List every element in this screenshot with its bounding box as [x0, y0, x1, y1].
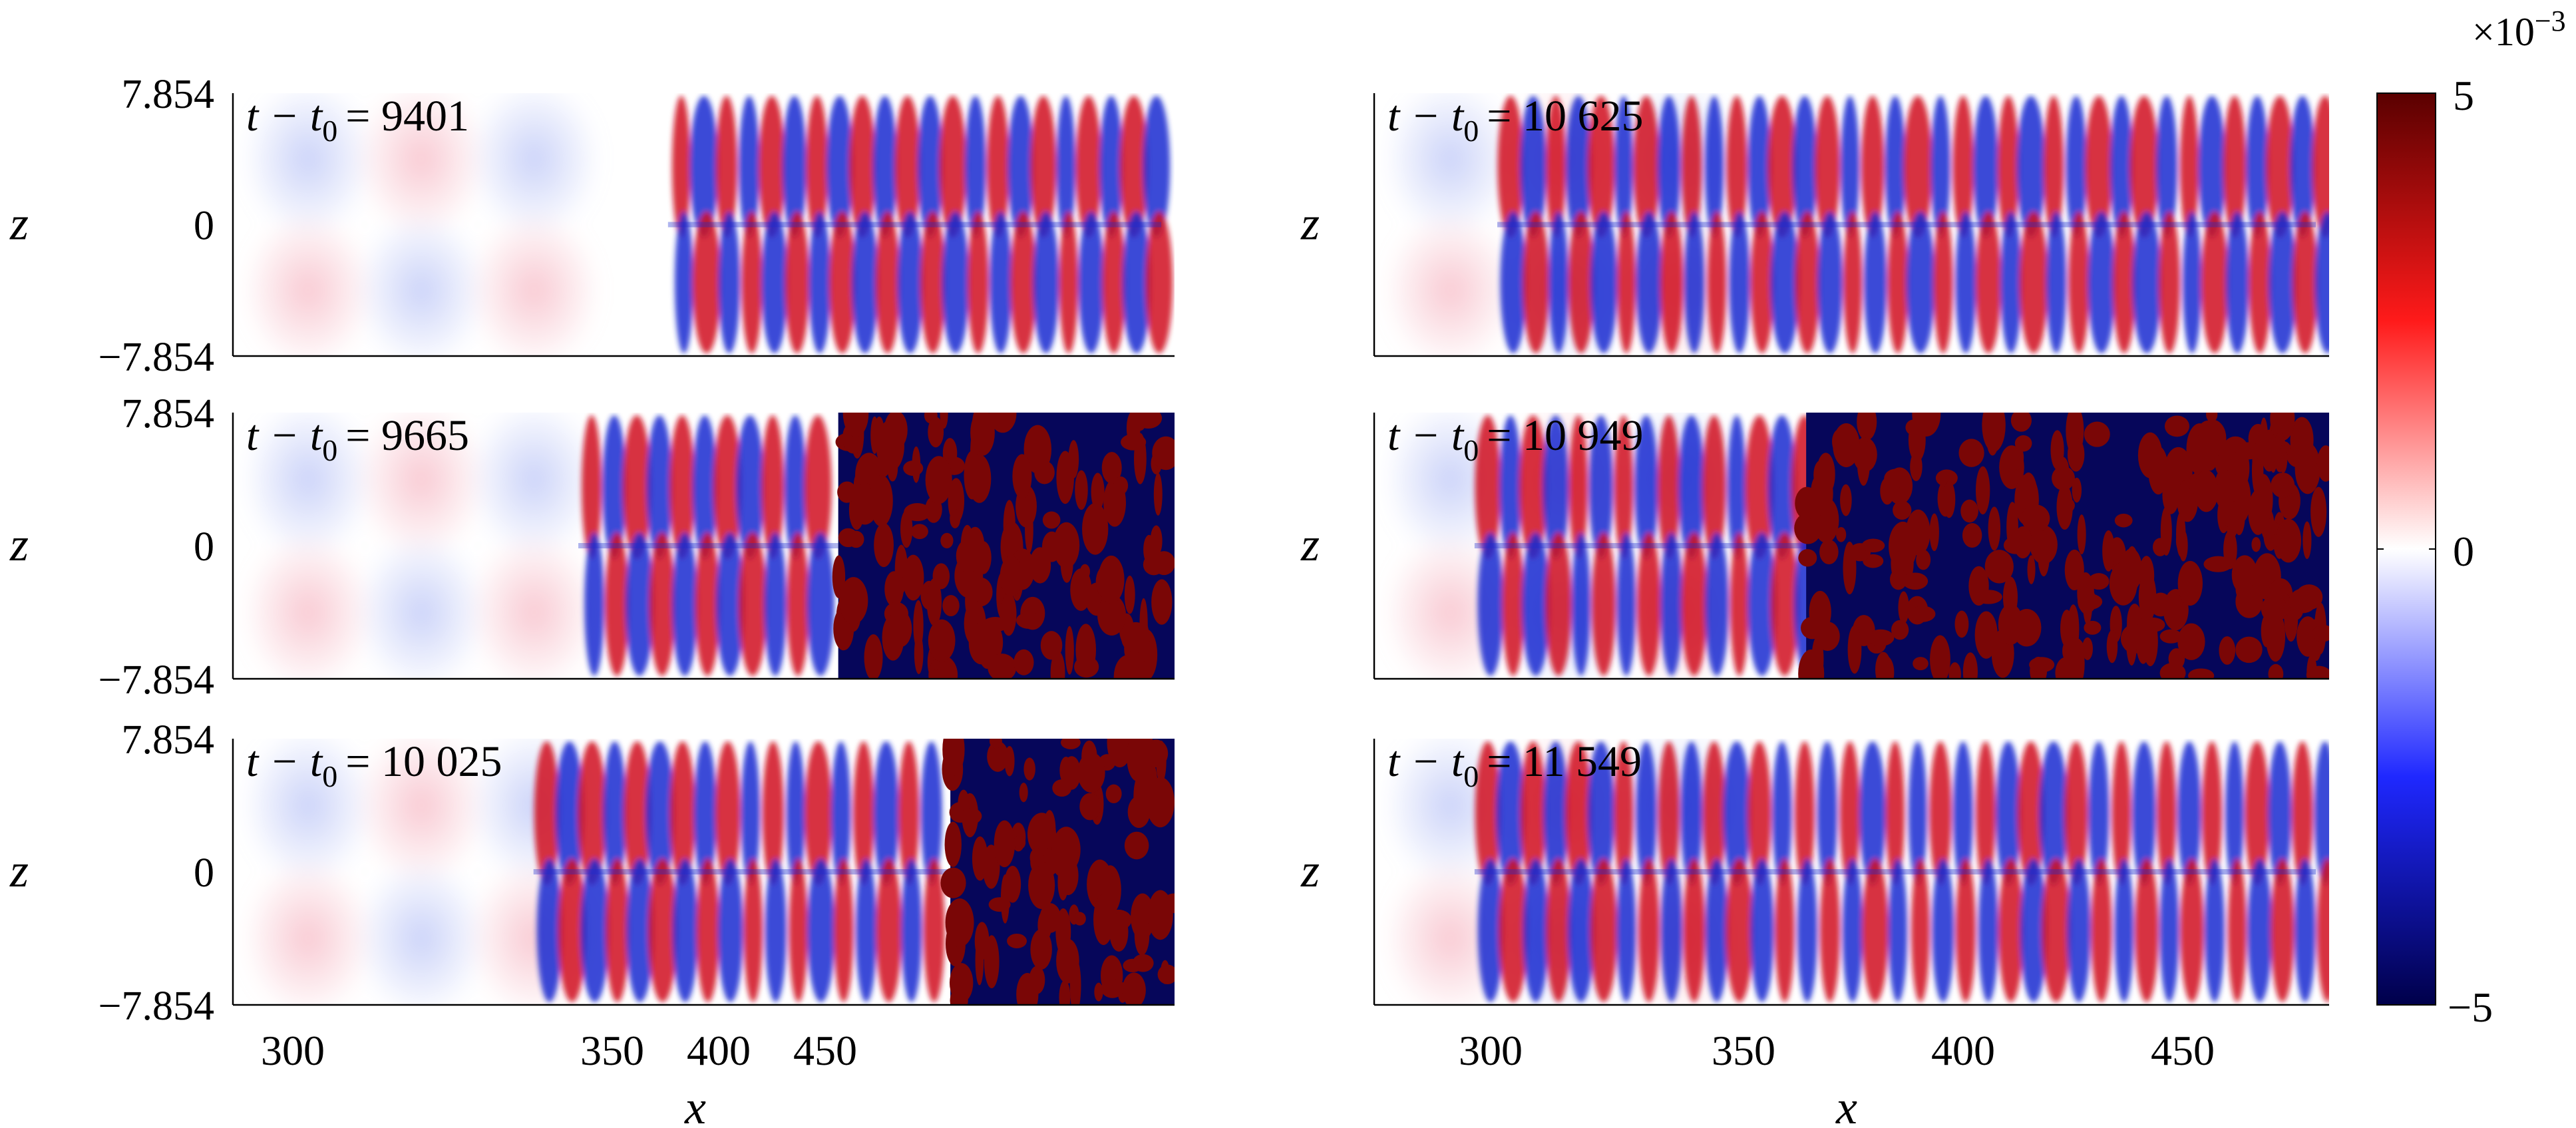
- y-axis-label: z: [9, 518, 29, 571]
- time-annotation: t − t0 = 9665: [246, 411, 469, 467]
- colorbar-gradient: [2376, 93, 2436, 1006]
- y-tick-label: 7.854: [122, 391, 215, 437]
- x-axis-label: x: [684, 1081, 706, 1128]
- x-tick-label: 350: [580, 1027, 644, 1074]
- y-tick-label: −7.854: [98, 335, 214, 380]
- heatmap-panel: z t − t0 = 10 625: [1300, 92, 2329, 357]
- x-axis-right: 300 350 400 450 x: [1459, 1027, 2215, 1128]
- colorbar: 5 0 −5 ×10−3: [2376, 5, 2566, 1031]
- time-annotation: t − t0 = 10 025: [246, 737, 502, 793]
- x-tick-label: 300: [1459, 1027, 1523, 1074]
- time-annotation: t − t0 = 10 625: [1387, 92, 1643, 148]
- colorbar-tick-label: 0: [2453, 528, 2474, 575]
- y-tick-label: 0: [194, 850, 214, 896]
- x-tick-label: 350: [1712, 1027, 1775, 1074]
- colorbar-tick-label: −5: [2448, 984, 2493, 1031]
- y-tick-label: −7.854: [98, 984, 214, 1029]
- x-axis-left: 300 350 400 450 x: [261, 1027, 857, 1128]
- heatmap-panel: z t − t0 = 11 549: [1300, 737, 2329, 1006]
- x-axis-label: x: [1835, 1081, 1857, 1128]
- heatmap-panel: z t − t0 = 10 949: [1300, 411, 2329, 680]
- y-axis-label: z: [9, 844, 29, 897]
- heatmap-panel: 7.854 0 −7.854 z t − t0 = 9665: [9, 391, 1175, 703]
- x-tick-label: 400: [687, 1027, 751, 1074]
- x-tick-label: 300: [261, 1027, 325, 1074]
- time-annotation: t − t0 = 10 949: [1387, 411, 1643, 467]
- y-tick-label: 0: [194, 524, 214, 570]
- y-tick-label: 0: [194, 204, 214, 249]
- panels-layer: 7.854 0 −7.854 z t − t0 = 9401 7.854 0 −7.854 z t …: [9, 72, 2329, 1029]
- x-tick-label: 450: [793, 1027, 857, 1074]
- y-axis-label: z: [1300, 518, 1320, 571]
- colorbar-tick-label: 5: [2453, 72, 2474, 119]
- heatmap-panel: 7.854 0 −7.854 z t − t0 = 9401: [9, 72, 1175, 380]
- y-axis-label: z: [1300, 197, 1320, 250]
- y-axis-label: z: [9, 197, 29, 250]
- x-tick-label: 400: [1931, 1027, 1995, 1074]
- colorbar-exponent: ×10−3: [2472, 5, 2566, 54]
- y-tick-label: 7.854: [122, 717, 215, 763]
- heatmap-panel: 7.854 0 −7.854 z t − t0 = 10 025: [9, 717, 1175, 1029]
- x-tick-label: 450: [2151, 1027, 2215, 1074]
- y-axis-label: z: [1300, 844, 1320, 897]
- time-annotation: t − t0 = 11 549: [1387, 737, 1642, 793]
- y-tick-label: 7.854: [122, 72, 215, 117]
- y-tick-label: −7.854: [98, 658, 214, 703]
- colorbar-exponent-base: ×10: [2472, 10, 2535, 54]
- time-annotation: t − t0 = 9401: [246, 92, 469, 148]
- colorbar-exponent-power: −3: [2535, 5, 2566, 37]
